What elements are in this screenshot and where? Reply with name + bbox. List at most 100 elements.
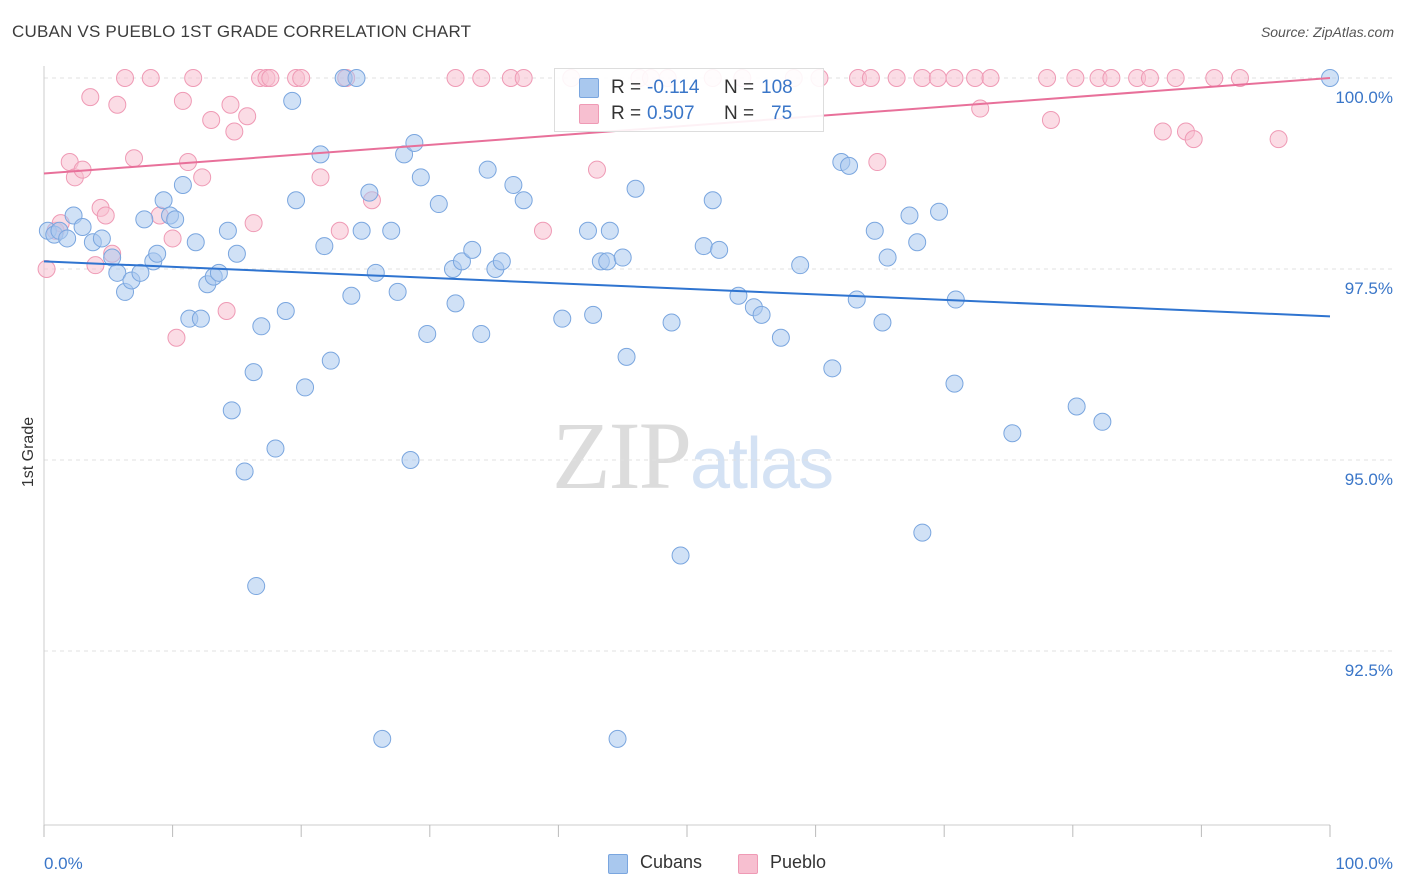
cubans-trend-line bbox=[43, 260, 1331, 318]
cubans-point bbox=[791, 256, 810, 275]
cubans-point bbox=[613, 248, 632, 267]
cubans-point bbox=[553, 309, 572, 328]
pueblo-point bbox=[261, 69, 280, 87]
pueblo-swatch bbox=[579, 104, 599, 124]
cubans-point bbox=[514, 191, 533, 210]
cubans-point bbox=[703, 191, 722, 210]
pueblo-point bbox=[887, 69, 906, 87]
cubans-point bbox=[244, 363, 263, 382]
cubans-point bbox=[209, 263, 228, 282]
cubans-point bbox=[148, 244, 167, 263]
cubans-point bbox=[218, 221, 237, 240]
r-value: 0.507 bbox=[647, 103, 695, 124]
pueblo-point bbox=[514, 69, 533, 87]
pueblo-point bbox=[945, 69, 964, 87]
cubans-point bbox=[401, 451, 420, 469]
r-label: R = bbox=[611, 77, 642, 98]
cubans-point bbox=[865, 221, 884, 240]
cubans-point bbox=[908, 233, 927, 252]
cubans-point bbox=[411, 168, 430, 187]
cubans-point bbox=[930, 202, 949, 221]
cubans-point bbox=[945, 374, 964, 393]
cubans-point bbox=[373, 729, 392, 748]
cubans-point bbox=[92, 229, 111, 248]
cubans-point bbox=[729, 286, 748, 305]
pueblo-point bbox=[868, 153, 887, 172]
pueblo-point bbox=[1230, 69, 1249, 87]
pueblo-point bbox=[167, 328, 186, 347]
n-label: N = bbox=[724, 103, 755, 124]
cubans-point bbox=[694, 237, 713, 256]
watermark-zip: ZIP bbox=[552, 402, 692, 509]
cubans-point bbox=[154, 191, 173, 210]
cubans-point bbox=[388, 282, 407, 301]
pueblo-point bbox=[446, 69, 465, 87]
tick-labels: 92.5% 95.0% 97.5% 100.0% 0.0% 100.0% bbox=[44, 88, 1393, 873]
cubans-swatch bbox=[579, 78, 599, 98]
n-label: N = bbox=[724, 77, 755, 98]
pueblo-point bbox=[1066, 69, 1085, 87]
pueblo-point bbox=[163, 229, 182, 248]
source-credit: Source: ZipAtlas.com bbox=[1260, 24, 1394, 40]
cubans-point bbox=[315, 237, 334, 256]
cubans-point bbox=[222, 401, 241, 420]
cubans-point bbox=[252, 317, 271, 336]
r-value: -0.114 bbox=[647, 77, 700, 98]
cubans-point bbox=[296, 378, 315, 397]
cubans-point bbox=[283, 91, 302, 110]
cubans-legend-label: Cubans bbox=[640, 852, 703, 872]
cubans-point bbox=[840, 156, 859, 175]
pueblo-point bbox=[1153, 122, 1172, 141]
pueblo-point bbox=[981, 69, 1000, 87]
cubans-point bbox=[166, 210, 185, 229]
cubans-point bbox=[504, 175, 523, 194]
pueblo-point bbox=[244, 214, 263, 233]
cubans-point bbox=[771, 328, 790, 347]
pueblo-point bbox=[96, 206, 115, 225]
cubans-point bbox=[366, 263, 385, 282]
cubans-point bbox=[662, 313, 681, 332]
cubans-points bbox=[38, 69, 1339, 748]
watermark-atlas: atlas bbox=[690, 424, 834, 504]
n-value: 108 bbox=[761, 77, 793, 98]
pueblo-point bbox=[966, 69, 985, 87]
pueblo-point bbox=[292, 69, 311, 87]
cubans-point bbox=[266, 439, 285, 458]
pueblo-point bbox=[116, 69, 135, 87]
pueblo-point bbox=[108, 95, 127, 114]
pueblo-point bbox=[141, 69, 160, 87]
cubans-point bbox=[878, 248, 897, 267]
watermark: ZIPatlas bbox=[552, 400, 834, 511]
cubans-point bbox=[186, 233, 205, 252]
y-axis-label: 1st Grade bbox=[20, 416, 37, 488]
cubans-point bbox=[131, 263, 150, 282]
correlation-legend: R = -0.114 N = 108 R = 0.507 N = 75 bbox=[554, 68, 824, 132]
cubans-point bbox=[135, 210, 154, 229]
pueblo-point bbox=[1269, 130, 1288, 149]
cubans-point bbox=[710, 240, 729, 259]
y-tick-label: 97.5% bbox=[1345, 279, 1393, 298]
pueblo-point bbox=[1038, 69, 1057, 87]
n-value: 75 bbox=[771, 103, 793, 124]
pueblo-point bbox=[184, 69, 203, 87]
cubans-point bbox=[617, 347, 636, 366]
chart-title: CUBAN VS PUEBLO 1ST GRADE CORRELATION CH… bbox=[12, 22, 472, 41]
cubans-point bbox=[847, 290, 866, 309]
pueblo-point bbox=[311, 168, 330, 187]
cubans-point bbox=[671, 546, 690, 565]
axes bbox=[43, 66, 1331, 837]
pueblo-point bbox=[217, 302, 236, 321]
cubans-point bbox=[1067, 397, 1086, 416]
pueblo-point bbox=[193, 168, 212, 187]
pueblo-point bbox=[533, 221, 552, 240]
cubans-point bbox=[360, 183, 379, 202]
y-tick-label: 95.0% bbox=[1345, 470, 1393, 489]
cubans-point bbox=[578, 221, 597, 240]
cubans-point bbox=[247, 577, 266, 596]
cubans-point bbox=[598, 252, 617, 271]
pueblo-point bbox=[587, 160, 606, 179]
cubans-point bbox=[342, 286, 361, 305]
cubans-point bbox=[873, 313, 892, 332]
cubans-point bbox=[752, 305, 771, 324]
cubans-point bbox=[347, 69, 366, 87]
